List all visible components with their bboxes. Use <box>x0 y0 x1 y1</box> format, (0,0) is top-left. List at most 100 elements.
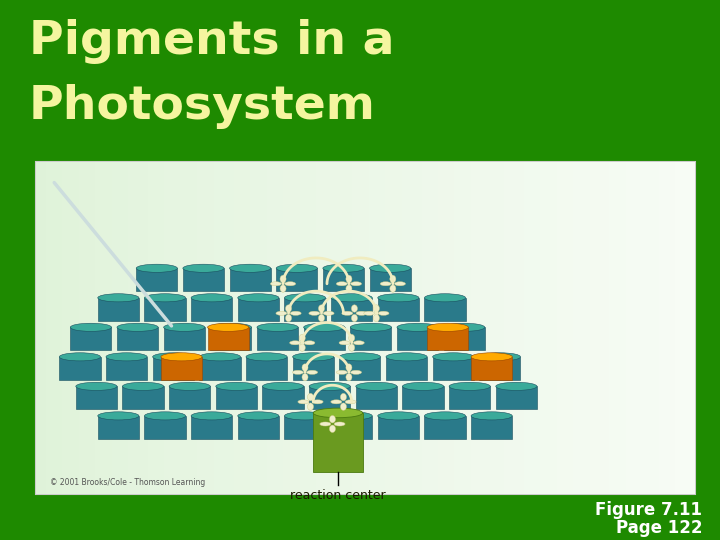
Ellipse shape <box>471 412 512 420</box>
Ellipse shape <box>230 264 271 272</box>
Bar <box>257 327 298 350</box>
Ellipse shape <box>191 294 233 302</box>
Ellipse shape <box>207 323 248 332</box>
Ellipse shape <box>323 311 334 315</box>
Bar <box>449 386 490 409</box>
Ellipse shape <box>331 294 372 302</box>
Ellipse shape <box>424 294 466 302</box>
Bar <box>369 268 410 291</box>
Ellipse shape <box>341 403 346 410</box>
Ellipse shape <box>183 264 224 272</box>
Ellipse shape <box>300 344 305 352</box>
Ellipse shape <box>238 294 279 302</box>
Ellipse shape <box>378 412 419 420</box>
Bar <box>427 327 468 350</box>
Bar <box>163 327 204 350</box>
Ellipse shape <box>334 422 345 426</box>
Ellipse shape <box>309 382 351 390</box>
Ellipse shape <box>302 364 308 371</box>
Ellipse shape <box>356 311 367 315</box>
Ellipse shape <box>191 412 233 420</box>
Ellipse shape <box>286 314 292 322</box>
Bar <box>378 416 419 438</box>
Bar <box>386 357 427 380</box>
Ellipse shape <box>318 305 325 312</box>
Ellipse shape <box>136 264 177 272</box>
Ellipse shape <box>122 382 163 390</box>
Ellipse shape <box>427 323 468 332</box>
Bar <box>263 386 304 409</box>
Ellipse shape <box>346 275 352 282</box>
Ellipse shape <box>336 282 347 286</box>
Bar <box>106 357 147 380</box>
Bar <box>191 416 233 438</box>
Bar <box>471 416 512 438</box>
Bar <box>397 327 438 350</box>
Ellipse shape <box>480 353 521 361</box>
Text: © 2001 Brooks/Cole - Thomson Learning: © 2001 Brooks/Cole - Thomson Learning <box>50 478 205 487</box>
Ellipse shape <box>374 305 379 312</box>
Ellipse shape <box>276 264 318 272</box>
Text: Page 122: Page 122 <box>616 519 702 537</box>
Ellipse shape <box>320 422 330 426</box>
Bar <box>496 386 537 409</box>
Ellipse shape <box>98 294 139 302</box>
Ellipse shape <box>346 364 352 371</box>
Ellipse shape <box>339 341 350 345</box>
Bar <box>480 357 521 380</box>
Ellipse shape <box>380 282 391 286</box>
Ellipse shape <box>284 412 325 420</box>
Bar <box>98 298 139 321</box>
Ellipse shape <box>390 285 396 292</box>
Ellipse shape <box>304 323 345 332</box>
Ellipse shape <box>351 314 357 322</box>
Bar <box>207 327 248 350</box>
Ellipse shape <box>323 264 364 272</box>
Bar <box>210 327 251 350</box>
FancyBboxPatch shape <box>36 162 695 494</box>
Bar <box>71 327 112 350</box>
Ellipse shape <box>169 382 210 390</box>
Text: Photosystem: Photosystem <box>29 84 376 129</box>
Text: Pigments in a: Pigments in a <box>29 19 395 64</box>
Ellipse shape <box>284 282 296 286</box>
Bar <box>424 416 466 438</box>
Ellipse shape <box>161 353 202 361</box>
Ellipse shape <box>289 341 301 345</box>
Ellipse shape <box>471 353 512 361</box>
Ellipse shape <box>199 353 240 361</box>
Ellipse shape <box>351 305 357 312</box>
Bar <box>356 386 397 409</box>
Ellipse shape <box>331 412 372 420</box>
Ellipse shape <box>280 275 286 282</box>
Ellipse shape <box>341 393 346 401</box>
Ellipse shape <box>238 412 279 420</box>
Ellipse shape <box>298 400 309 404</box>
Ellipse shape <box>374 314 379 322</box>
Ellipse shape <box>210 323 251 332</box>
Bar <box>246 357 287 380</box>
Ellipse shape <box>433 353 474 361</box>
Bar <box>331 298 372 321</box>
Ellipse shape <box>302 374 308 381</box>
Ellipse shape <box>346 374 352 381</box>
Ellipse shape <box>444 323 485 332</box>
Bar <box>284 298 325 321</box>
Ellipse shape <box>402 382 444 390</box>
Ellipse shape <box>354 341 364 345</box>
Ellipse shape <box>307 393 313 401</box>
Ellipse shape <box>117 323 158 332</box>
Bar <box>424 298 466 321</box>
Bar <box>230 268 271 291</box>
Ellipse shape <box>351 282 361 286</box>
Ellipse shape <box>216 382 257 390</box>
Ellipse shape <box>307 370 318 374</box>
Ellipse shape <box>378 311 389 315</box>
Ellipse shape <box>345 400 356 404</box>
Bar <box>238 298 279 321</box>
Bar <box>339 357 380 380</box>
Bar <box>309 386 351 409</box>
Ellipse shape <box>339 353 380 361</box>
Ellipse shape <box>145 412 186 420</box>
Bar <box>183 268 224 291</box>
